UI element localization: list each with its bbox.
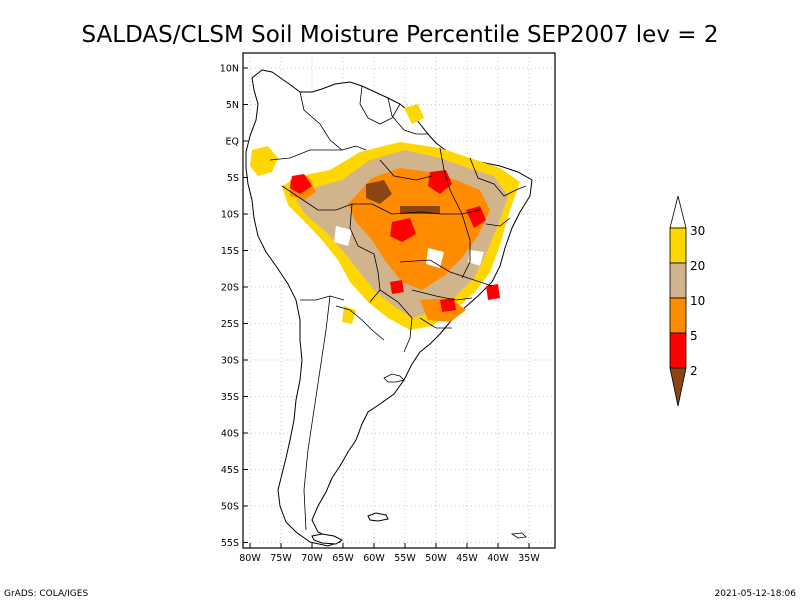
border-line: [379, 289, 413, 353]
map-frame: [242, 52, 556, 549]
border-line: [399, 259, 493, 287]
longitude-tick-label: 60W: [363, 553, 385, 564]
longitude-axis: 80W 75W 70W 65W 60W 55W 50W 45W 40W 35W: [239, 543, 540, 564]
colorbar-label-5: 5: [690, 329, 698, 343]
percentile-20-30-area: [250, 146, 278, 176]
percentile-below-2-area: [366, 180, 392, 204]
border-line: [335, 305, 385, 341]
longitude-tick-label: 70W: [301, 553, 323, 564]
colorbar-segment-2-5: [669, 332, 687, 369]
falkland-islands-outline: [367, 512, 389, 522]
longitude-tick-label: 75W: [270, 553, 292, 564]
longitude-tick-label: 65W: [332, 553, 354, 564]
border-line: [419, 317, 452, 329]
border-line: [411, 289, 473, 301]
latitude-tick-label: 30S: [221, 356, 239, 367]
border-line: [303, 295, 331, 531]
longitude-tick-label: 40W: [487, 553, 509, 564]
continent-layer: [245, 69, 533, 547]
longitude-tick-label: 80W: [239, 553, 261, 564]
latitude-tick-label: 10S: [221, 210, 239, 221]
no-data-pocket: [334, 226, 352, 246]
island-outline: [510, 532, 527, 539]
tierra-del-fuego-outline: [311, 533, 343, 545]
percentile-20-30-area: [404, 104, 424, 124]
latitude-tick-label: EQ: [226, 137, 239, 148]
latitude-tick-label: 15S: [221, 246, 239, 257]
colorbar-segment-above-30: [669, 195, 687, 229]
border-line: [439, 147, 471, 279]
longitude-tick-label: 55W: [394, 553, 416, 564]
latitude-tick-label: 35S: [221, 392, 239, 403]
percentile-2-5-area: [466, 206, 486, 228]
latitude-tick-label: 45S: [221, 465, 239, 476]
latitude-tick-label: 10N: [220, 64, 239, 75]
longitude-tick-label: 50W: [425, 553, 447, 564]
border-line: [300, 295, 345, 301]
percentile-2-5-area: [486, 284, 500, 300]
border-line: [379, 159, 433, 181]
latitude-tick-label: 5N: [226, 100, 239, 111]
colorbar-label-2: 2: [690, 364, 698, 378]
percentile-2-5-area: [290, 174, 312, 194]
border-line: [391, 209, 481, 215]
percentile-20-30-area: [342, 306, 356, 324]
colorbar-label-30: 30: [690, 224, 705, 238]
latitude-tick-label: 40S: [221, 429, 239, 440]
colorbar-label-20: 20: [690, 259, 705, 273]
latitude-tick-label: 20S: [221, 283, 239, 294]
colorbar-segment-10-20: [669, 262, 687, 299]
percentile-2-5-area: [390, 280, 404, 294]
percentile-2-5-area: [440, 298, 456, 312]
border-line: [469, 157, 527, 197]
latitude-tick-label: 25S: [221, 319, 239, 330]
longitude-tick-label: 45W: [456, 553, 478, 564]
percentile-below-2-area: [400, 206, 440, 214]
map-title: SALDAS/CLSM Soil Moisture Percentile SEP…: [82, 22, 719, 48]
border-line: [359, 85, 401, 125]
border-line: [281, 185, 393, 215]
colorbar-segment-5-10: [669, 297, 687, 334]
colorbar-segment-20-30: [669, 227, 687, 264]
latitude-tick-label: 5S: [227, 173, 239, 184]
no-data-pocket: [426, 248, 444, 268]
map-panel: 10N5NEQ5S10S15S20S25S30S35S40S45S50S55S …: [220, 52, 556, 564]
footer-credit: GrADS: COLA/IGES: [4, 589, 88, 599]
longitude-tick-label: 35W: [518, 553, 540, 564]
latitude-axis: 10N 5N EQ 5S 10S 15S 20S 25S 30S 35S 40S 45S 50S 55S: [220, 64, 248, 549]
colorbar-label-10: 10: [690, 294, 705, 308]
latitude-tick-label: 50S: [221, 502, 239, 513]
border-line: [387, 97, 428, 135]
colorbar-segment-below-2: [669, 367, 687, 407]
political-borders: [269, 85, 527, 531]
border-line: [269, 149, 342, 161]
lagoon-outline: [383, 373, 405, 383]
latitude-tick-label: 55S: [221, 538, 239, 549]
border-line: [485, 217, 511, 227]
percentile-2-5-area: [390, 218, 416, 242]
border-line: [299, 91, 367, 151]
footer-timestamp: 2021-05-12-18:06: [715, 589, 797, 599]
colorbar-legend: 30 20 10 5 2: [669, 195, 705, 407]
no-data-pocket: [468, 250, 484, 266]
